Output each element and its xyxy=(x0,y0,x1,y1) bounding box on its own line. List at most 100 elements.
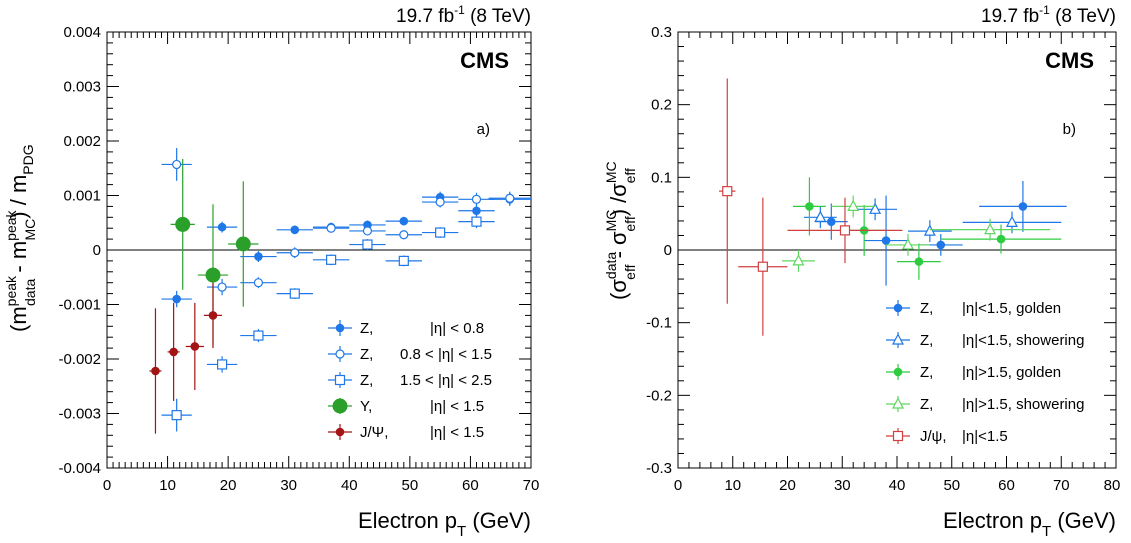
x-tick-label: 10 xyxy=(724,477,741,494)
legend-cond: |η|>1.5, golden xyxy=(962,364,1061,381)
data-point xyxy=(471,216,482,227)
data-point-group xyxy=(206,278,238,296)
y-tick-label: 0.3 xyxy=(651,24,672,41)
lumi-label-b: 19.7 fb-1 (8 TeV) xyxy=(981,3,1116,27)
panel-b: 19.7 fb-1 (8 TeV) CMS b) 0 10 20 30 40 5… xyxy=(603,3,1120,540)
legend-cond: |η| < 1.5 xyxy=(430,424,484,441)
data-point-group xyxy=(385,216,422,226)
legend-entry: Z, |η|>1.5, showering xyxy=(886,396,1084,413)
data-point xyxy=(892,333,904,345)
data-point xyxy=(362,239,373,250)
data-point xyxy=(936,240,946,250)
data-point-group xyxy=(185,302,204,391)
legend-cond: |η|<1.5 xyxy=(962,428,1008,445)
legend-cond: |η|>1.5, showering xyxy=(962,396,1084,413)
legend-name: Z, xyxy=(920,332,933,349)
x-tick-label: 10 xyxy=(159,477,176,494)
y-axis-label-b: (σdata eff - σMC eff) /σMC eff xyxy=(603,161,638,300)
data-point xyxy=(996,234,1006,244)
data-point-group xyxy=(349,239,386,250)
legend-name: J/Ψ, xyxy=(360,424,388,441)
legend-cond: |η| < 1.5 xyxy=(430,398,484,415)
legend-entry: Z, |η|>1.5, golden xyxy=(886,364,1061,381)
cms-label-b: CMS xyxy=(1045,48,1094,73)
series xyxy=(161,148,531,296)
data-point-group xyxy=(276,247,313,259)
legend-name: Z, xyxy=(920,364,933,381)
data-point xyxy=(893,367,903,377)
cms-label-a: CMS xyxy=(460,48,509,73)
data-point xyxy=(892,430,904,442)
data-point xyxy=(217,282,227,292)
x-tick-label: 0 xyxy=(103,477,111,494)
series xyxy=(170,158,259,346)
legend-cond: 0.8 < |η| < 1.5 xyxy=(400,346,492,363)
data-point xyxy=(172,294,181,304)
data-point xyxy=(901,238,914,250)
legend-cond: |η|<1.5, golden xyxy=(962,300,1061,317)
y-tick-label: -0.002 xyxy=(58,351,101,368)
data-point-group xyxy=(929,218,1051,241)
y-tick-label: -0.004 xyxy=(58,460,101,477)
data-point xyxy=(827,217,836,226)
data-point xyxy=(893,303,903,313)
y-tick-label: 0.002 xyxy=(63,133,101,150)
data-point xyxy=(722,186,733,197)
data-point-group xyxy=(167,302,180,401)
x-tick-label: 50 xyxy=(943,477,960,494)
data-point-group xyxy=(738,197,788,336)
legend-entry: Υ, |η| < 1.5 xyxy=(328,398,484,415)
x-axis-label-a: Electron pT (GeV) xyxy=(358,508,531,540)
legend-entry: Z, |η| < 0.8 xyxy=(328,320,484,337)
legend-marker xyxy=(886,428,910,444)
data-point xyxy=(869,202,882,214)
data-point xyxy=(151,366,160,376)
x-tick-label: 40 xyxy=(341,477,358,494)
y-tick-label: 0.2 xyxy=(651,97,672,114)
x-tick-label: 60 xyxy=(462,477,479,494)
data-point-group xyxy=(831,195,876,218)
data-point-group xyxy=(421,196,459,208)
legend-cond: |η|<1.5, showering xyxy=(962,332,1084,349)
legend-marker xyxy=(886,332,910,348)
x-tick-label: 30 xyxy=(280,477,297,494)
data-points-a xyxy=(149,148,531,434)
data-point-group xyxy=(803,206,837,229)
data-point-group xyxy=(458,215,495,229)
data-point-group xyxy=(161,290,192,308)
x-tick-label: 50 xyxy=(402,477,419,494)
data-point-group xyxy=(940,224,1062,254)
data-point xyxy=(914,257,924,266)
data-point-group xyxy=(385,255,422,267)
data-point xyxy=(847,199,860,211)
data-point-group xyxy=(170,158,195,290)
ticks-a xyxy=(106,31,532,469)
data-point xyxy=(892,397,904,409)
data-point-group xyxy=(161,398,192,432)
legend-cond: |η| < 0.8 xyxy=(430,320,484,337)
data-point-group xyxy=(719,78,736,304)
legend-marker xyxy=(328,320,352,336)
data-point xyxy=(335,349,345,359)
data-point xyxy=(335,323,345,333)
data-point xyxy=(435,197,445,207)
legend-marker xyxy=(328,424,352,440)
x-tick-label: 60 xyxy=(998,477,1015,494)
data-points-b xyxy=(719,78,1067,336)
data-point-group xyxy=(240,329,277,343)
data-point xyxy=(792,254,805,266)
data-point-group xyxy=(203,282,223,349)
data-point-group xyxy=(458,192,495,206)
legend-name: Z, xyxy=(360,346,373,363)
x-tick-label: 20 xyxy=(220,477,237,494)
data-point xyxy=(1005,215,1018,227)
data-point-group xyxy=(979,180,1067,232)
y-tick-label: 0.1 xyxy=(651,169,672,186)
data-point xyxy=(253,330,264,341)
series xyxy=(782,195,1051,272)
legend-marker xyxy=(328,372,352,388)
data-point-group xyxy=(385,230,422,240)
data-point-group xyxy=(161,148,192,181)
data-point-group xyxy=(787,197,903,264)
